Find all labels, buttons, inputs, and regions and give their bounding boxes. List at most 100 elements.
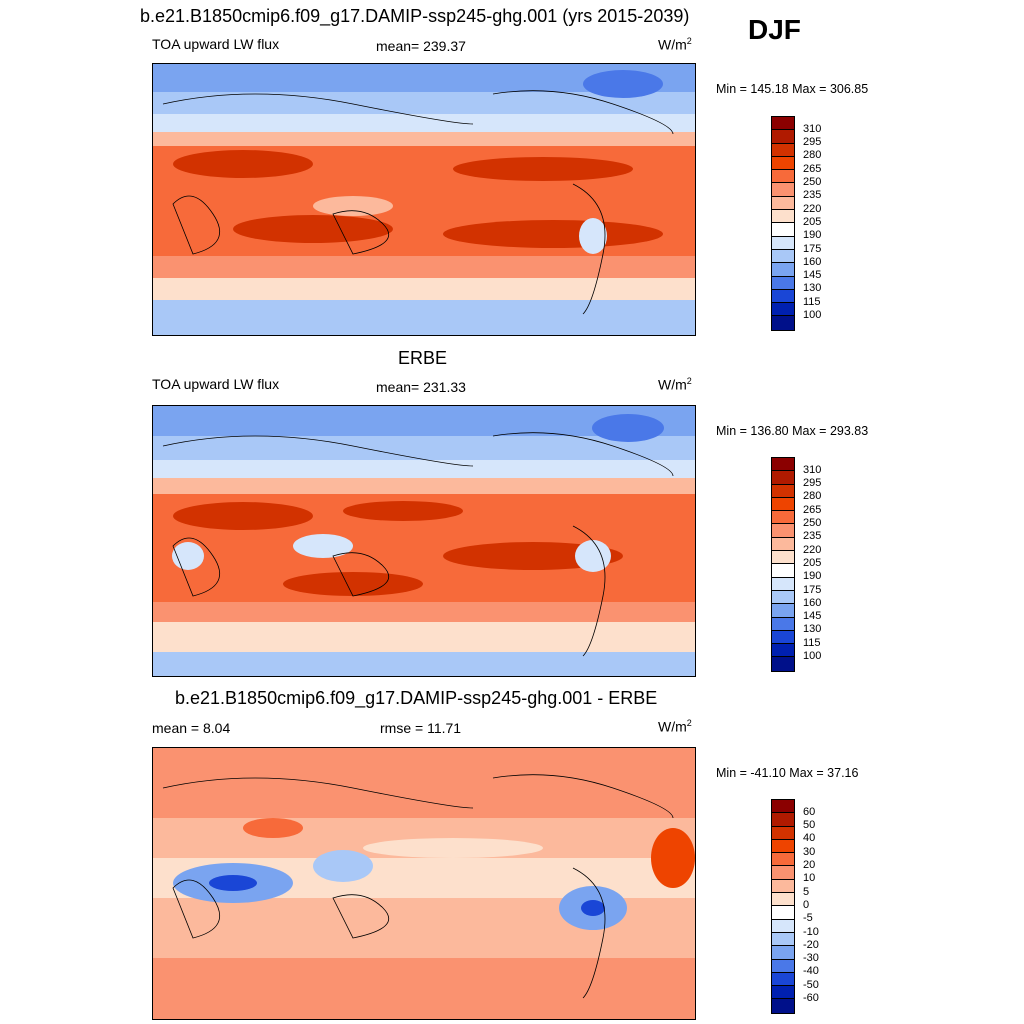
colorbar-tick-label: 235: [803, 189, 822, 202]
season-label: DJF: [748, 14, 801, 45]
colorbar-swatch: [772, 156, 794, 171]
panel3-map: [152, 747, 696, 1020]
colorbar-swatch: [772, 564, 794, 578]
colorbar-tick-label: 295: [803, 136, 822, 149]
panel3-mean-label: mean = 8.04: [152, 720, 231, 736]
colorbar-swatch: [772, 249, 794, 264]
colorbar-tick-label: -10: [803, 925, 819, 938]
colorbar-swatch: [772, 972, 794, 987]
colorbar-tick-label: 145: [803, 269, 822, 282]
colorbar-tick-label: 280: [803, 490, 822, 503]
colorbar-swatch: [772, 223, 794, 237]
colorbar-swatch: [772, 906, 794, 920]
colorbar-swatch: [772, 800, 794, 814]
panel3-title: b.e21.B1850cmip6.f09_g17.DAMIP-ssp245-gh…: [175, 688, 658, 708]
panel2-mean-label: mean= 231.33: [376, 379, 466, 395]
colorbar-tick-label: 115: [803, 295, 821, 308]
colorbar-swatch: [772, 170, 794, 184]
colorbar-tick-label: 130: [803, 623, 822, 636]
colorbar-swatch: [772, 524, 794, 538]
colorbar-tick-label: 145: [803, 610, 822, 623]
colorbar-swatch: [772, 617, 794, 631]
colorbar-swatch: [772, 590, 794, 605]
colorbar-tick-label: 175: [803, 583, 822, 596]
colorbar-tick-label: 100: [803, 650, 822, 662]
panel3-colorbar-box: [771, 799, 795, 1014]
panel3-units: W/m2: [658, 718, 692, 735]
colorbar-swatch: [772, 289, 794, 304]
colorbar-tick-label: 190: [803, 229, 822, 242]
panel1-units: W/m2: [658, 36, 692, 53]
colorbar-tick-label: 250: [803, 176, 822, 188]
colorbar-swatch: [772, 879, 794, 894]
colorbar-tick-label: 175: [803, 242, 822, 255]
panel1-map: [152, 63, 696, 336]
colorbar-swatch: [772, 959, 794, 973]
colorbar-tick-label: -20: [803, 938, 819, 951]
colorbar-swatch: [772, 839, 794, 854]
panel1-colorbar-box: [771, 116, 795, 331]
colorbar-tick-label: 250: [803, 517, 822, 529]
colorbar-swatch: [772, 986, 794, 1000]
colorbar-tick-label: 265: [803, 503, 822, 516]
colorbar-swatch: [772, 183, 794, 197]
colorbar-tick-label: 310: [803, 463, 822, 476]
colorbar-tick-label: 205: [803, 215, 822, 228]
colorbar-swatch: [772, 143, 794, 157]
colorbar-swatch: [772, 604, 794, 618]
colorbar-swatch: [772, 537, 794, 552]
colorbar-tick-label: 0: [803, 898, 810, 911]
colorbar-swatch: [772, 893, 794, 907]
panel2-units: W/m2: [658, 376, 692, 393]
colorbar-swatch: [772, 577, 794, 591]
colorbar-tick-label: 160: [803, 596, 822, 609]
panel1-variable-label: TOA upward LW flux: [152, 36, 280, 52]
colorbar-tick-label: 295: [803, 477, 822, 490]
colorbar-swatch: [772, 853, 794, 867]
colorbar-swatch: [772, 826, 794, 840]
colorbar-swatch: [772, 130, 794, 144]
colorbar-swatch: [772, 657, 794, 671]
panel2-title: ERBE: [398, 348, 448, 368]
colorbar-swatch: [772, 303, 794, 317]
colorbar-tick-label: 115: [803, 636, 821, 649]
colorbar-swatch: [772, 630, 794, 645]
colorbar-swatch: [772, 932, 794, 947]
colorbar-swatch: [772, 919, 794, 933]
colorbar-swatch: [772, 511, 794, 525]
colorbar-swatch: [772, 117, 794, 131]
colorbar-swatch: [772, 551, 794, 565]
colorbar-swatch: [772, 263, 794, 277]
colorbar-swatch: [772, 236, 794, 250]
colorbar-tick-label: -60: [803, 992, 819, 1004]
colorbar-tick-label: -50: [803, 978, 819, 991]
colorbar-tick-label: 280: [803, 149, 822, 162]
colorbar-tick-label: -5: [803, 912, 813, 925]
colorbar-swatch: [772, 471, 794, 485]
panel1-mean-label: mean= 239.37: [376, 38, 466, 54]
colorbar-tick-label: 50: [803, 819, 816, 832]
colorbar-tick-label: 310: [803, 122, 822, 135]
colorbar-swatch: [772, 644, 794, 658]
colorbar-swatch: [772, 497, 794, 512]
panel2-minmax: Min = 136.80 Max = 293.83: [716, 424, 869, 438]
colorbar-swatch: [772, 210, 794, 224]
colorbar-tick-label: 40: [803, 832, 816, 845]
colorbar-tick-label: 265: [803, 162, 822, 175]
colorbar-swatch: [772, 946, 794, 960]
colorbar-swatch: [772, 999, 794, 1013]
colorbar-swatch: [772, 813, 794, 827]
colorbar-swatch: [772, 276, 794, 290]
colorbar-swatch: [772, 458, 794, 472]
panel2-colorbar-box: [771, 457, 795, 672]
colorbar-swatch: [772, 484, 794, 498]
colorbar-swatch: [772, 866, 794, 880]
colorbar-swatch: [772, 196, 794, 211]
colorbar-tick-label: 20: [803, 859, 816, 871]
colorbar-tick-label: 5: [803, 885, 810, 898]
panel1-minmax: Min = 145.18 Max = 306.85: [716, 82, 869, 96]
colorbar-tick-label: 190: [803, 570, 822, 583]
colorbar-tick-label: 60: [803, 805, 816, 818]
panel3-minmax: Min = -41.10 Max = 37.16: [716, 766, 859, 780]
colorbar-tick-label: 205: [803, 556, 822, 569]
